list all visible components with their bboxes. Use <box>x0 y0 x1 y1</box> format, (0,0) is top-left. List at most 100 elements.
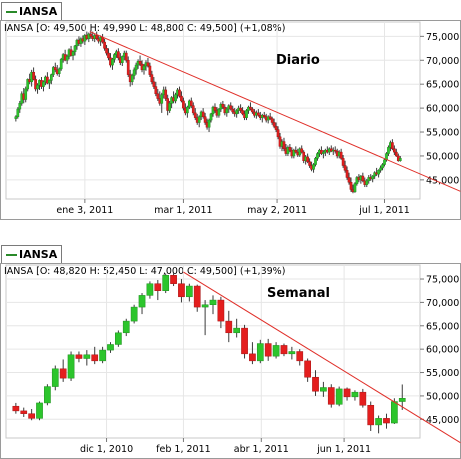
candle <box>24 86 28 103</box>
candle-body <box>154 283 162 291</box>
candle <box>353 182 357 193</box>
candle <box>122 318 130 337</box>
candle <box>383 158 386 167</box>
candle <box>359 388 367 408</box>
candle <box>245 109 248 121</box>
candle <box>134 62 138 75</box>
candle-body <box>89 33 93 37</box>
candle-body <box>83 354 91 359</box>
candle-body <box>213 106 217 111</box>
candle <box>288 346 296 360</box>
candle-body <box>142 65 146 71</box>
candle <box>107 48 110 61</box>
candle-body <box>44 386 51 404</box>
candle-body <box>28 413 35 419</box>
plot-area <box>5 264 421 439</box>
symbol-tab[interactable]: IANSA <box>1 245 63 264</box>
candle <box>154 279 162 301</box>
candle-body <box>241 327 248 355</box>
candle <box>268 112 272 121</box>
candle-body <box>168 103 171 111</box>
candle <box>130 73 134 86</box>
candle <box>75 351 83 363</box>
candle <box>26 78 30 92</box>
candle-body <box>107 344 114 351</box>
candle-body <box>245 110 248 118</box>
candle-body <box>349 182 353 190</box>
candle <box>83 350 91 366</box>
candle-body <box>306 156 309 162</box>
y-tick-label: 75,000 <box>426 32 459 43</box>
candle <box>138 55 142 67</box>
candle-body <box>180 95 183 102</box>
candle <box>391 139 394 151</box>
weekly-candlestick-chart[interactable]: IANSA [O: 48,820 H: 52,450 L: 47,000 C: … <box>0 263 461 459</box>
candle-body <box>193 285 201 308</box>
symbol-tab-label: IANSA <box>19 5 58 18</box>
candle <box>333 146 337 154</box>
candle-body <box>134 64 138 71</box>
candle <box>345 166 349 180</box>
candle-body <box>103 41 106 49</box>
candle <box>49 73 53 85</box>
line-series-icon <box>6 11 17 13</box>
candle-body <box>75 354 83 359</box>
weekly-chart-panel: IANSA IANSA [O: 48,820 H: 52,450 L: 47,0… <box>0 245 461 459</box>
candle-body <box>191 105 195 114</box>
candle <box>28 409 35 421</box>
candle-body <box>193 112 197 118</box>
candle <box>203 112 207 125</box>
candle <box>272 118 276 129</box>
candle-body <box>42 81 45 87</box>
candle-body <box>256 343 264 362</box>
candle <box>12 402 20 414</box>
candle-body <box>351 391 359 398</box>
daily-candlestick-chart[interactable]: IANSA [O: 49,500 H: 49,990 L: 48,800 C: … <box>0 20 461 220</box>
candle <box>251 107 254 114</box>
candle-body <box>270 118 274 123</box>
candle <box>191 102 195 116</box>
candle-body <box>138 60 142 65</box>
candle <box>105 44 108 56</box>
candle <box>193 108 197 121</box>
y-tick-label: 75,000 <box>426 275 459 286</box>
candle <box>73 44 77 56</box>
line-series-icon <box>6 254 17 256</box>
candle-body <box>36 402 43 419</box>
candle <box>59 57 63 71</box>
candle <box>343 387 351 401</box>
candle <box>308 158 311 168</box>
candle-body <box>233 327 241 334</box>
candle <box>351 390 359 401</box>
candle-body <box>335 388 343 405</box>
candle-body <box>185 285 193 298</box>
candle-body <box>186 106 189 114</box>
candle-body <box>146 62 150 67</box>
candle-body <box>122 320 130 334</box>
candle <box>249 342 256 365</box>
candle <box>241 324 248 359</box>
x-tick-label: ene 3, 2011 <box>56 205 113 216</box>
candle <box>42 80 45 92</box>
candle-body <box>67 354 75 379</box>
candle <box>312 370 319 396</box>
candle <box>264 338 272 361</box>
candle <box>365 178 369 188</box>
candle <box>209 295 217 315</box>
candle-body <box>272 122 276 127</box>
candle-body <box>355 177 359 184</box>
candle-body <box>203 116 207 123</box>
x-tick-label: jul 1, 2011 <box>358 205 410 216</box>
candle <box>152 77 156 89</box>
candle <box>377 169 380 178</box>
candle <box>339 148 343 160</box>
candle <box>276 126 280 140</box>
candle-body <box>312 164 315 170</box>
candle <box>20 407 28 417</box>
candle <box>126 56 130 78</box>
candle <box>65 54 69 65</box>
candle-body <box>312 376 319 392</box>
candle <box>375 415 382 434</box>
symbol-tab[interactable]: IANSA <box>1 2 63 21</box>
candle-body <box>53 67 57 71</box>
